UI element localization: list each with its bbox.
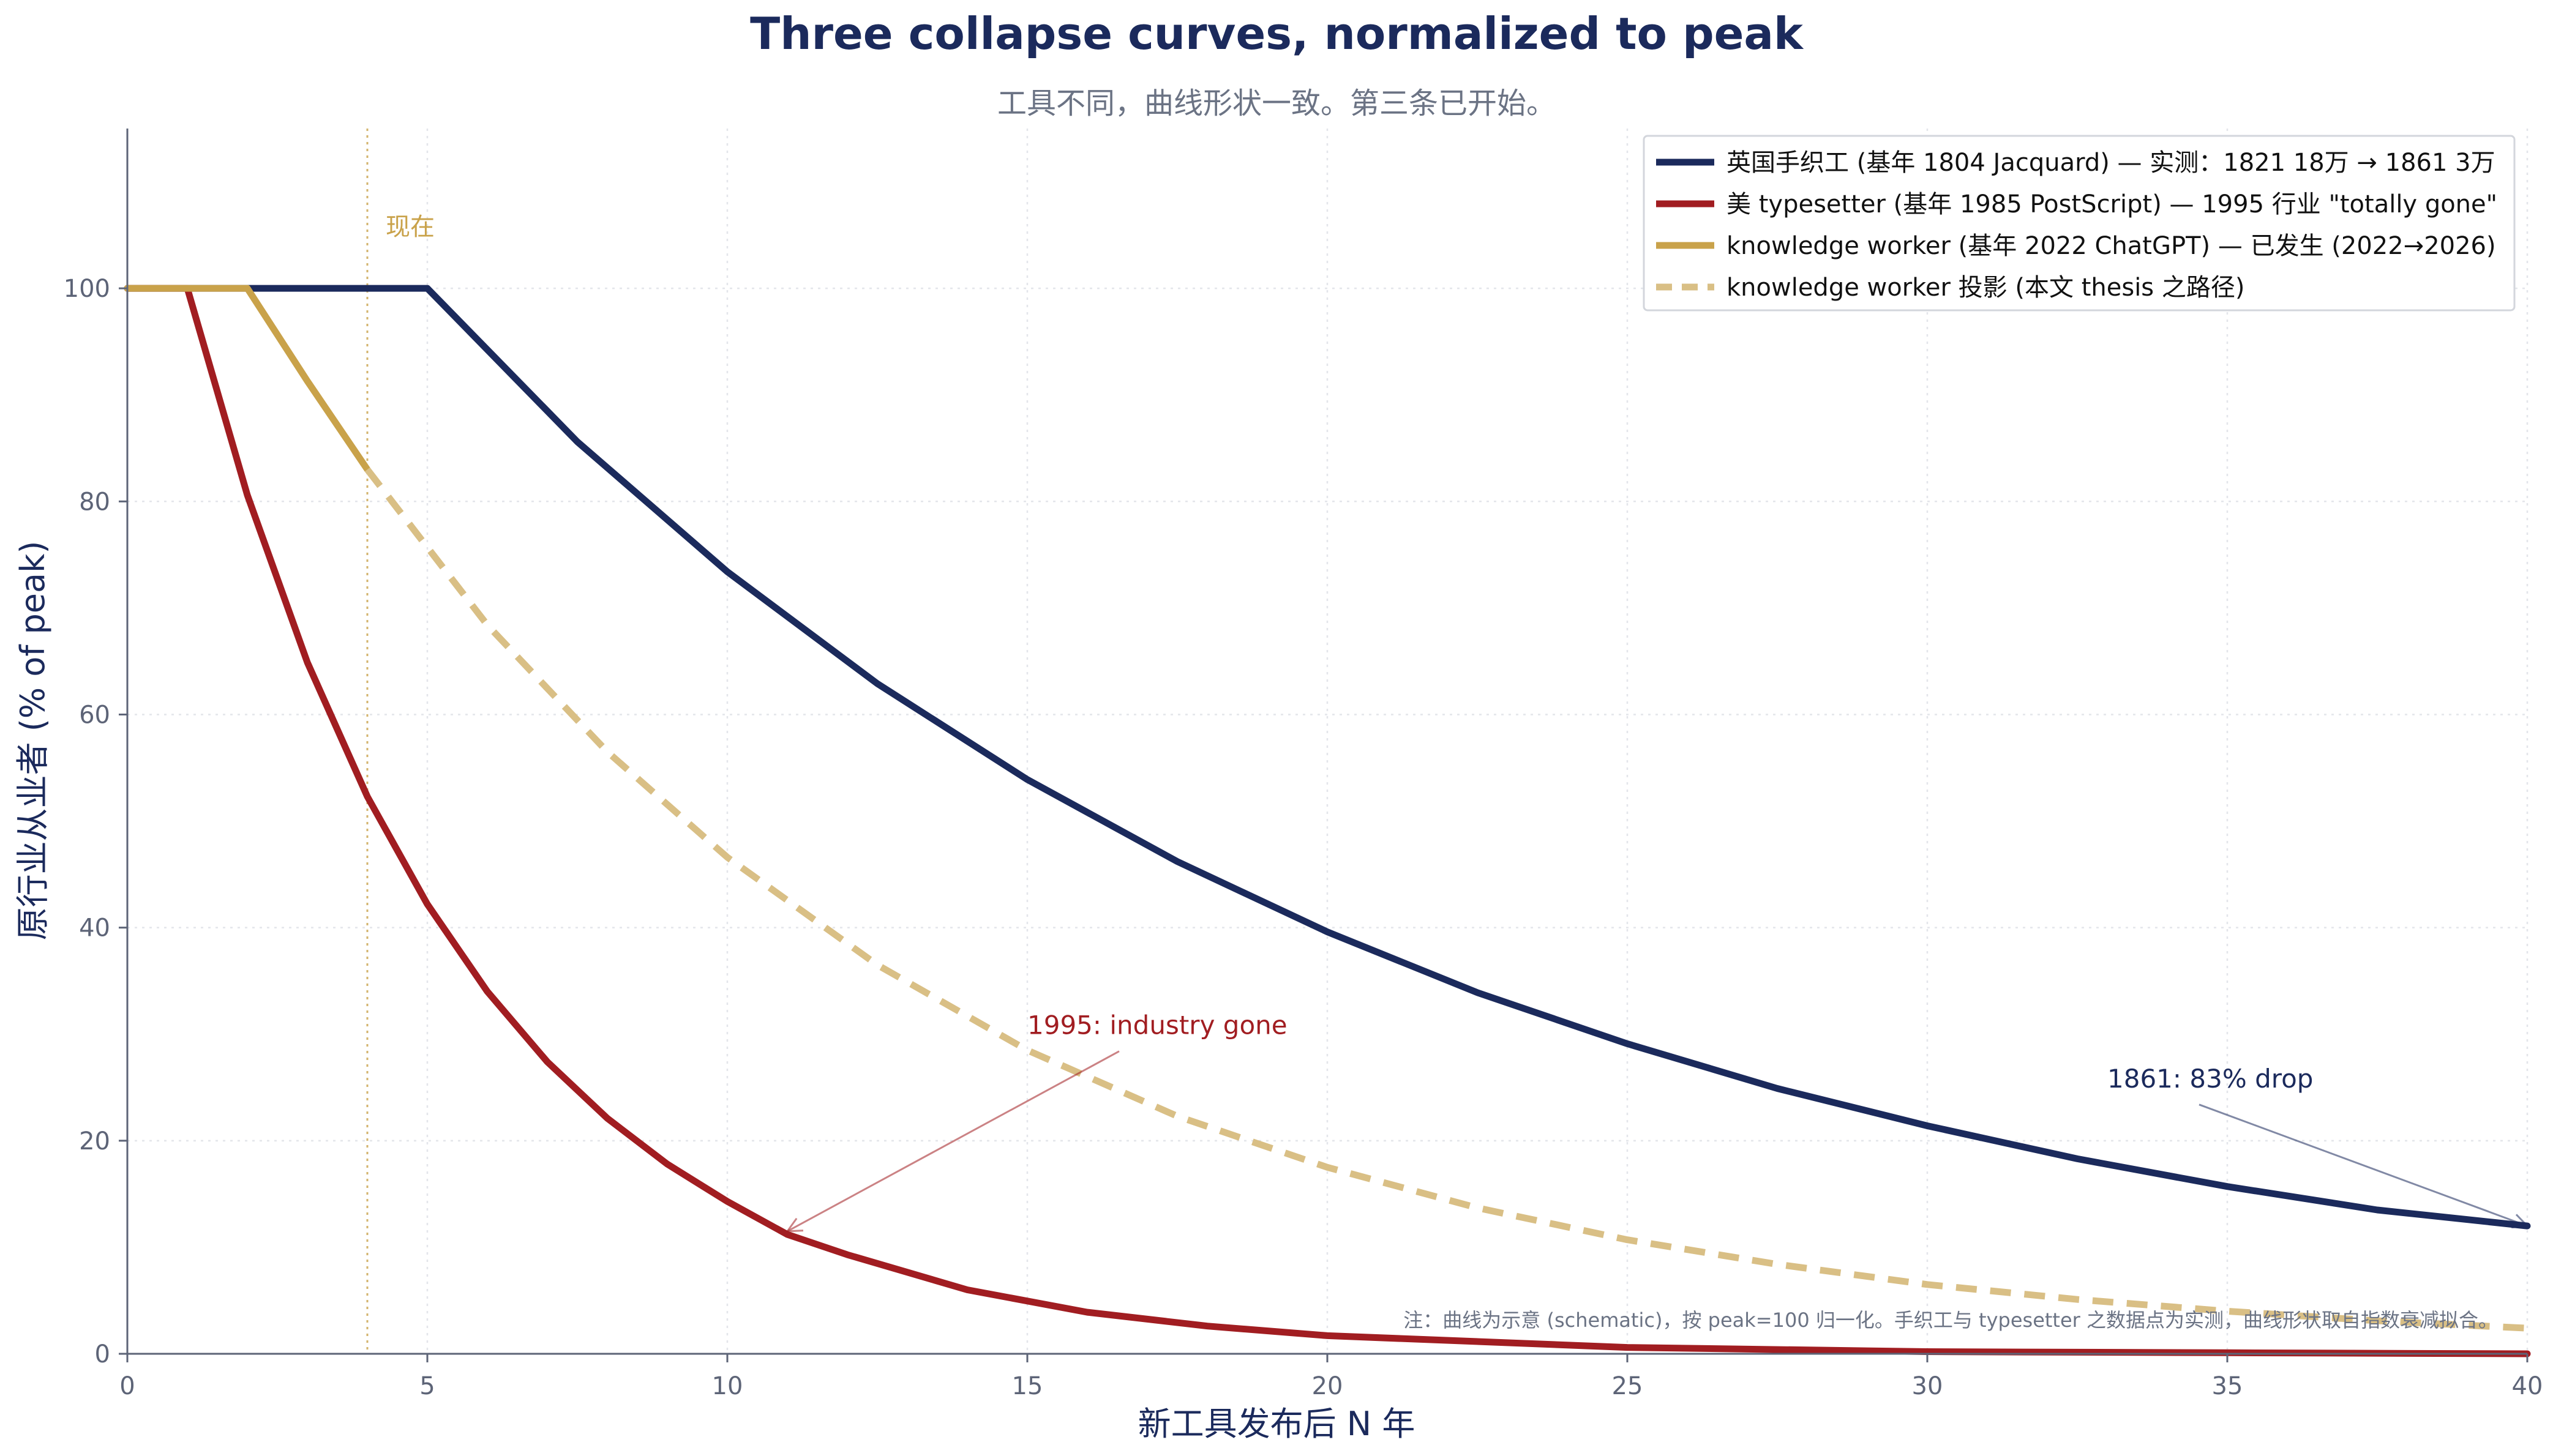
y-tick-label: 20 (79, 1127, 110, 1155)
annotation-label: 1861: 83% drop (2107, 1064, 2313, 1094)
y-tick-label: 0 (95, 1340, 110, 1368)
y-tick-label: 100 (64, 275, 110, 303)
x-tick-label: 20 (1312, 1372, 1343, 1400)
legend-label: 美 typesetter (基年 1985 PostScript) — 1995… (1726, 190, 2497, 218)
footnote: 注：曲线为示意 (schematic)，按 peak=100 归一化。手织工与 … (1403, 1309, 2498, 1332)
annotation-arrowhead (785, 1217, 804, 1233)
series-layer (124, 285, 2531, 1357)
legend-label: knowledge worker 投影 (本文 thesis 之路径) (1726, 274, 2244, 302)
annotations: 1995: industry gone 1861: 83% drop (785, 1010, 2530, 1233)
legend-box (1643, 135, 2516, 312)
x-tick-label: 25 (1612, 1372, 1643, 1400)
y-tick-label: 40 (79, 914, 110, 943)
x-tick-label: 35 (2212, 1372, 2243, 1400)
series-line (364, 467, 2528, 1332)
now-label: 现在 (386, 213, 435, 241)
chart-title: Three collapse curves, normalized to pea… (750, 8, 1804, 59)
now-marker: 现在 (366, 129, 435, 1354)
legend-label: knowledge worker (基年 2022 ChatGPT) — 已发生… (1726, 232, 2496, 260)
legend-label: 英国手织工 (基年 1804 Jacquard) — 实测：1821 18万 →… (1726, 149, 2495, 177)
annotation-arrowhead (2511, 1214, 2530, 1229)
y-axis-label: 原行业从业者 (% of peak) (13, 541, 52, 941)
ticks: 0 5 10 15 20 25 30 35 40 0 20 40 60 80 100 (64, 275, 2543, 1400)
x-tick-label: 5 (419, 1372, 435, 1400)
x-tick-label: 40 (2512, 1372, 2543, 1400)
annotation-arrow (2199, 1103, 2528, 1227)
x-tick-label: 0 (119, 1372, 135, 1400)
annotation-arrow (787, 1050, 1120, 1233)
y-tick-label: 80 (79, 488, 110, 516)
series-line (124, 285, 2531, 1357)
legend: 英国手织工 (基年 1804 Jacquard) — 实测：1821 18万 →… (1643, 135, 2516, 312)
x-tick-label: 15 (1012, 1372, 1043, 1400)
x-tick-label: 10 (712, 1372, 743, 1400)
x-axis-label: 新工具发布后 N 年 (1138, 1405, 1415, 1443)
y-tick-label: 60 (79, 701, 110, 729)
series-line (124, 285, 371, 473)
annotation-label: 1995: industry gone (1027, 1010, 1288, 1040)
chart-subtitle: 工具不同，曲线形状一致。第三条已开始。 (997, 86, 1556, 121)
series-line (124, 285, 2531, 1230)
x-tick-label: 30 (1912, 1372, 1943, 1400)
